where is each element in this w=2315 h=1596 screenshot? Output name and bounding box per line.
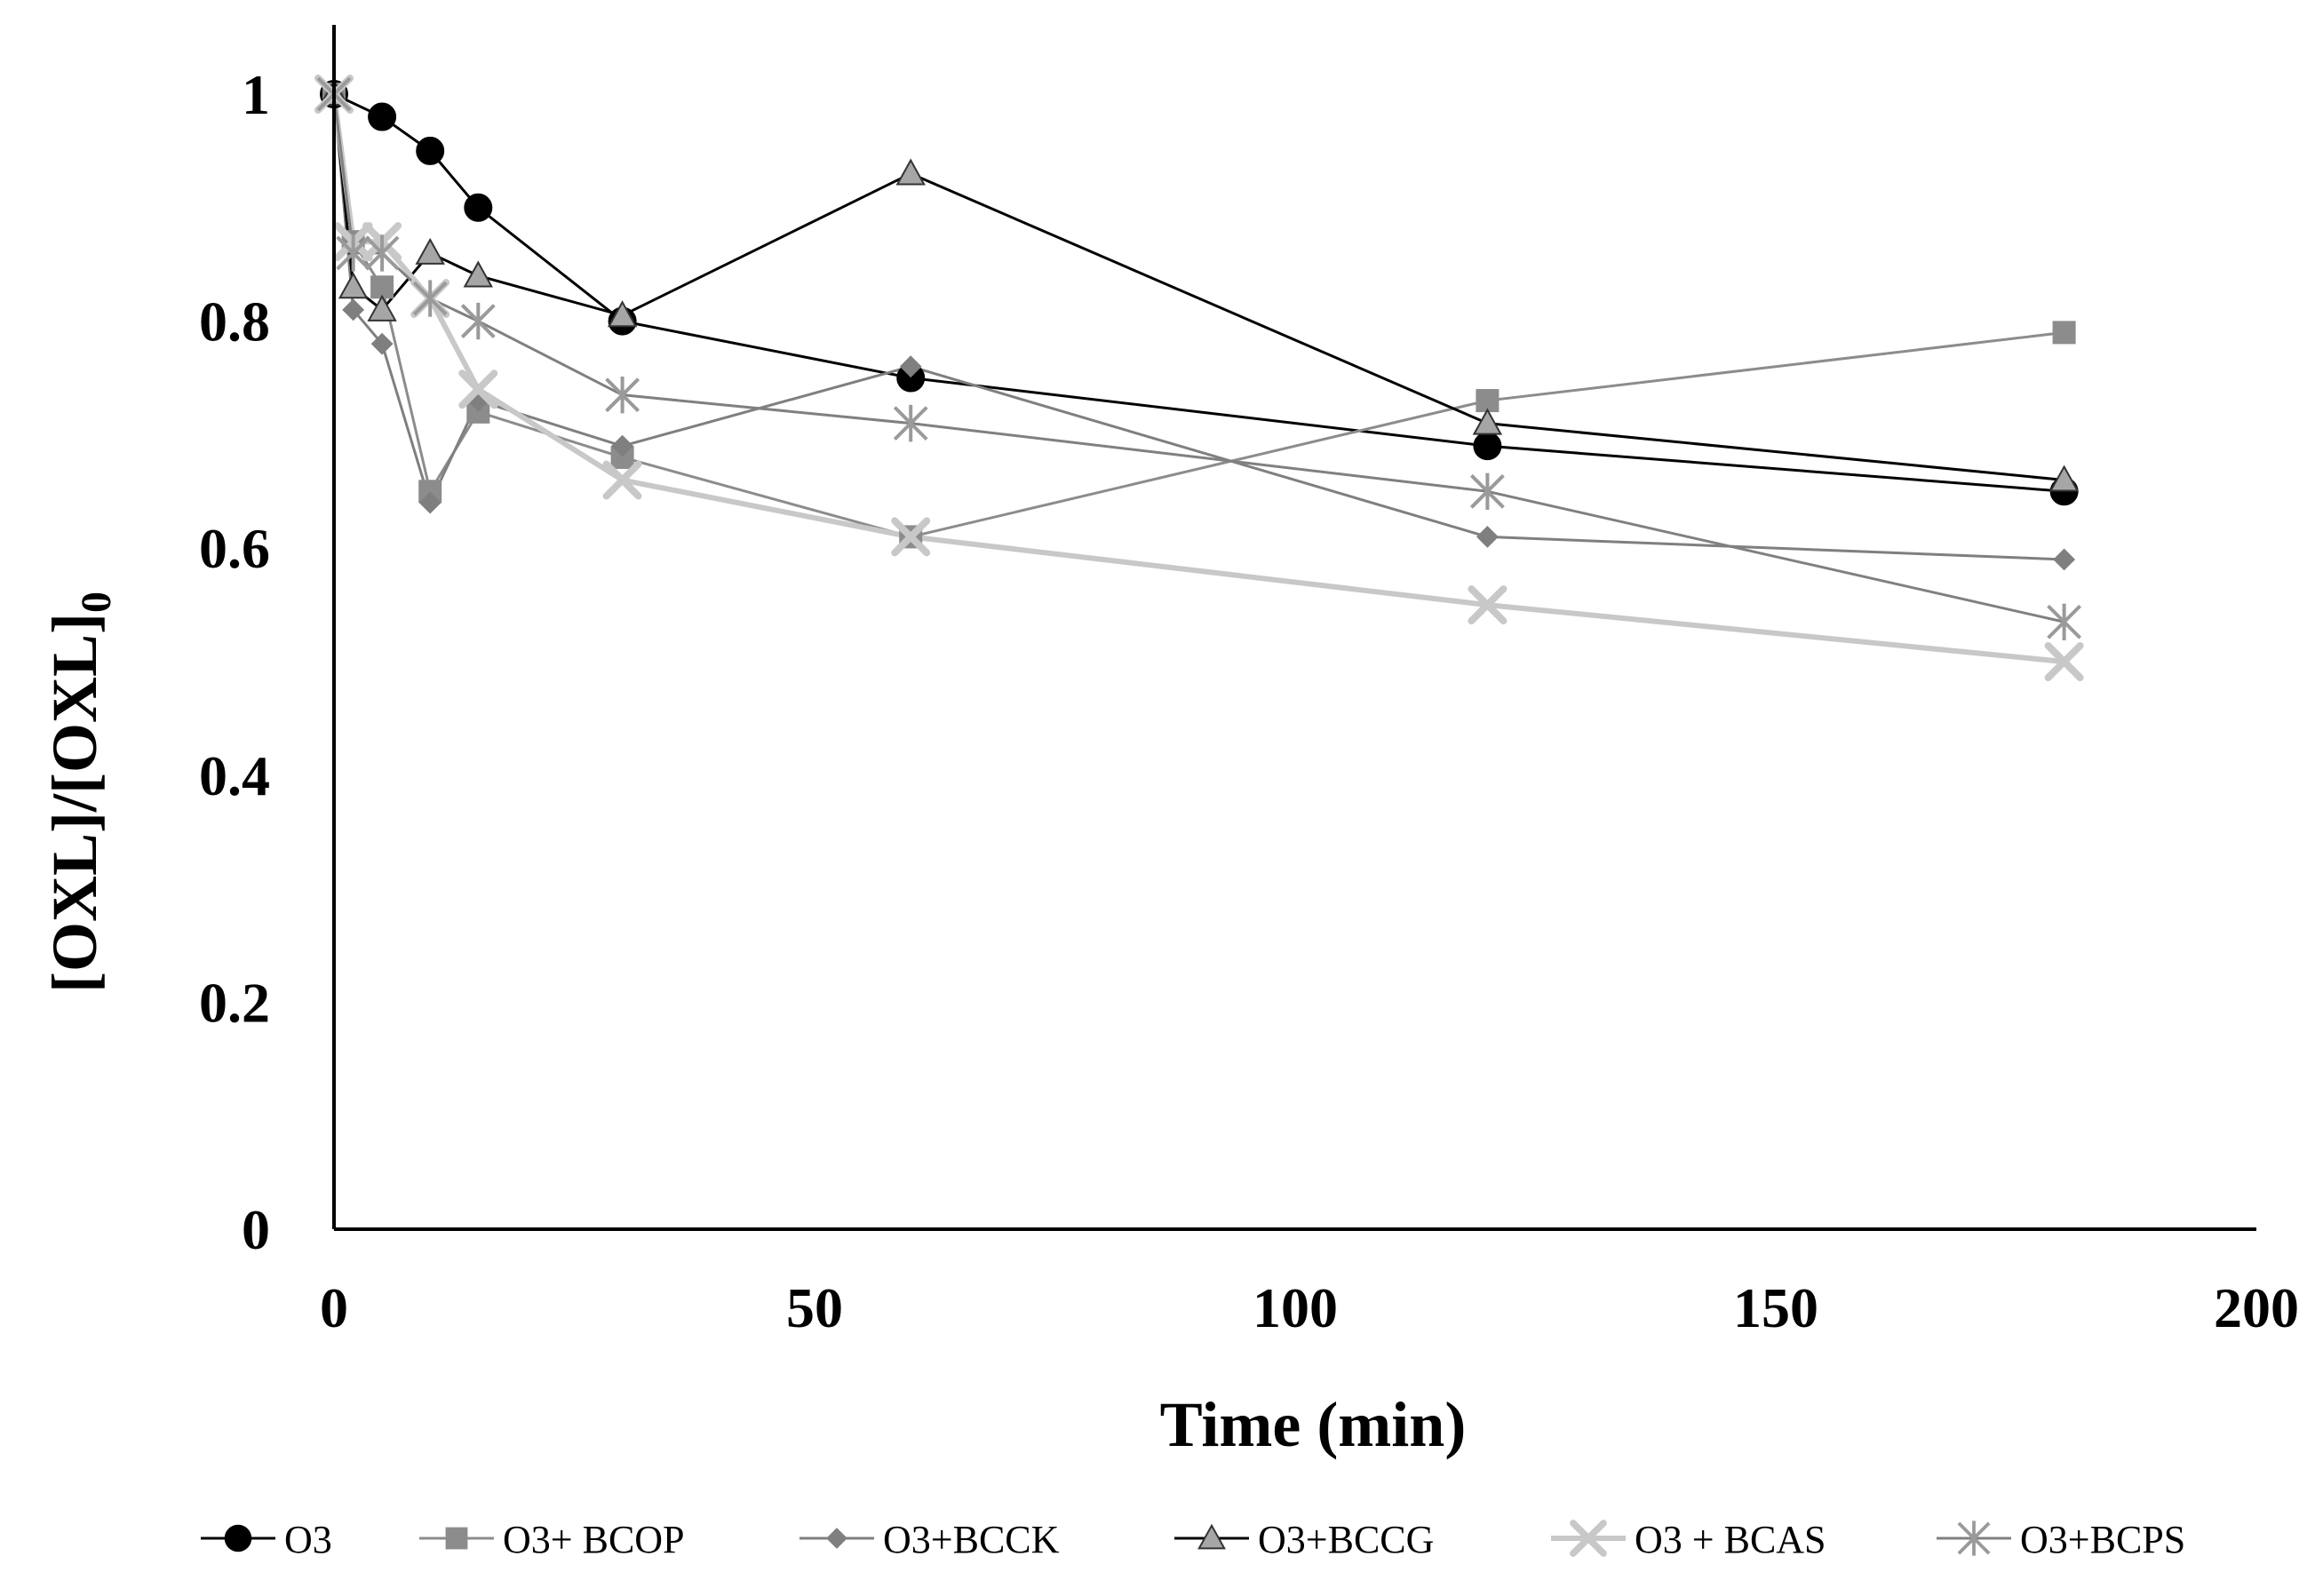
x-tick-labels: 0 50 100 150 200 <box>320 1276 2299 1339</box>
y-tick-label: 0.8 <box>199 290 270 353</box>
legend-swatch-marker <box>224 1524 252 1552</box>
data-point-o3-bcas <box>2044 642 2084 681</box>
data-point-o3-bcas <box>891 517 931 557</box>
data-point-o3-bcps <box>893 404 928 442</box>
data-point-o3-bcck <box>418 491 442 514</box>
y-tick-label: 0.6 <box>199 517 270 580</box>
y-axis-title: [OXL]/[OXL]0 <box>39 592 120 993</box>
x-tick-label: 100 <box>1253 1276 1338 1339</box>
data-point-o3 <box>416 136 445 165</box>
series-line-o3-bcps <box>332 93 2064 623</box>
data-point-o3-bcps <box>460 302 496 340</box>
data-point-o3-bcck <box>611 434 634 457</box>
legend-label: O3 + BCAS <box>1635 1518 1826 1561</box>
data-point-o3-bcps <box>364 234 400 272</box>
y-axis-title-main: [OXL]/[OXL] <box>39 613 110 993</box>
series-markers-o3-bcck <box>322 83 2076 571</box>
data-point-o3-bccg <box>415 237 445 265</box>
legend-swatch-marker <box>1570 1520 1607 1557</box>
series-markers-o3-bcps <box>316 75 2082 640</box>
legend-label: O3+BCCK <box>883 1518 1060 1561</box>
plot-lines <box>331 92 2064 664</box>
data-point-o3-bcck <box>2053 548 2076 571</box>
data-point-o3-bcps <box>336 234 371 272</box>
x-tick-label: 50 <box>786 1276 843 1339</box>
legend-item-o3-bccg: O3+BCCG <box>1174 1518 1434 1561</box>
series-line-o3-bcck <box>332 93 2064 561</box>
data-point-o3-bcck <box>1476 526 1499 548</box>
x-tick-label: 150 <box>1733 1276 1818 1339</box>
data-point-o3-bccg <box>367 294 397 322</box>
data-point-o3-bcop <box>1476 389 1500 413</box>
data-point-o3-bccg <box>2048 465 2080 492</box>
series-markers-o3-bcas <box>314 75 2084 681</box>
data-point-o3-bccg <box>895 158 926 186</box>
data-point-o3-bcps <box>605 376 640 414</box>
data-point-o3-bcop <box>2052 321 2076 345</box>
legend-label: O3 <box>284 1518 332 1561</box>
data-point-o3-bcps <box>1469 472 1505 510</box>
legend-item-o3-bcck: O3+BCCK <box>800 1518 1060 1561</box>
data-point-o3-bcas <box>458 369 498 409</box>
x-axis-title: Time (min) <box>1160 1389 1467 1460</box>
data-point-o3-bcck <box>342 298 365 322</box>
data-point-o3-bcck <box>899 355 922 378</box>
x-tick-label: 200 <box>2214 1276 2299 1339</box>
y-axis-title-subscript: 0 <box>73 592 120 613</box>
data-point-o3-bccg <box>338 272 369 299</box>
y-tick-label: 1 <box>242 63 270 126</box>
data-point-o3 <box>1473 432 1502 461</box>
plot-markers <box>314 75 2084 681</box>
legend-swatch-marker <box>1957 1521 1991 1556</box>
series-line-o3 <box>333 92 2064 493</box>
data-point-o3-bcop <box>370 275 394 299</box>
y-tick-label: 0 <box>242 1198 270 1261</box>
legend-label: O3+BCCG <box>1258 1518 1434 1561</box>
series-line-o3-bccg <box>332 93 2064 482</box>
legend-swatch-marker <box>826 1528 847 1549</box>
data-point-o3-bcps <box>2047 603 2082 640</box>
legend-swatch-marker <box>1197 1523 1226 1550</box>
data-point-o3-bccg <box>463 260 493 288</box>
y-tick-labels: 0 0.2 0.4 0.6 0.8 1 <box>199 63 270 1261</box>
data-point-o3 <box>464 193 493 222</box>
y-tick-label: 0.4 <box>199 744 270 807</box>
legend-item-o3-bcps: O3+BCPS <box>1937 1518 2185 1561</box>
legend-swatch-marker <box>445 1527 468 1550</box>
legend-item-o3: O3 <box>201 1518 332 1561</box>
legend-item-o3-bcas: O3 + BCAS <box>1551 1518 1826 1561</box>
legend: O3 O3+ BCOP O3+BCCK O3+BCCG O3 + BCAS O3+BCPS <box>201 1518 2185 1561</box>
data-point-o3-bccg <box>1472 408 1503 435</box>
data-point-o3-bcck <box>370 332 394 355</box>
data-point-o3-bcas <box>602 460 642 500</box>
data-point-o3-bcas <box>1468 585 1508 625</box>
data-point-o3 <box>368 102 397 131</box>
series-markers-o3-bcop <box>322 83 2076 549</box>
x-tick-label: 0 <box>320 1276 348 1339</box>
legend-label: O3+ BCOP <box>503 1518 685 1561</box>
series-markers-o3-bccg <box>319 78 2080 492</box>
legend-item-o3-bcop: O3+ BCOP <box>419 1518 685 1561</box>
data-point-o3-bcps <box>412 280 448 317</box>
series-line-o3-bcas <box>331 93 2064 664</box>
legend-label: O3+BCPS <box>2020 1518 2185 1561</box>
data-point-o3-bccg <box>607 300 638 328</box>
y-tick-label: 0.2 <box>199 971 270 1034</box>
